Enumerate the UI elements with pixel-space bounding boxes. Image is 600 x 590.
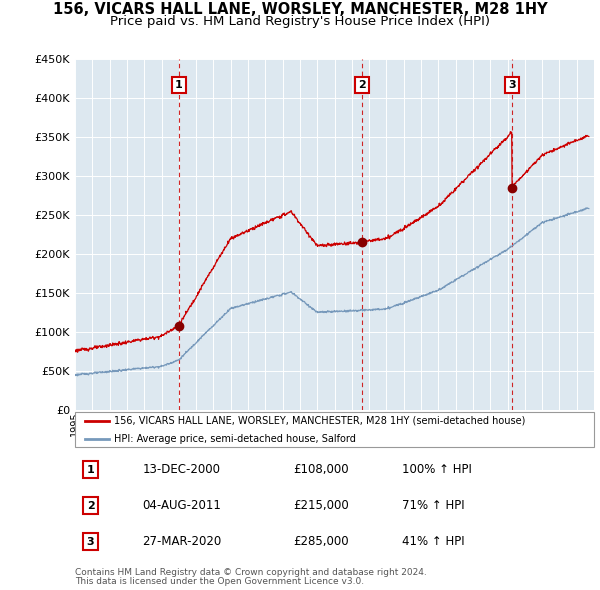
Text: 2: 2 [86,501,94,510]
Text: 1: 1 [175,80,182,90]
Text: 3: 3 [508,80,515,90]
Text: Price paid vs. HM Land Registry's House Price Index (HPI): Price paid vs. HM Land Registry's House … [110,15,490,28]
Text: HPI: Average price, semi-detached house, Salford: HPI: Average price, semi-detached house,… [114,434,356,444]
Text: 41% ↑ HPI: 41% ↑ HPI [402,535,464,548]
Text: £108,000: £108,000 [293,463,349,476]
Text: 156, VICARS HALL LANE, WORSLEY, MANCHESTER, M28 1HY (semi-detached house): 156, VICARS HALL LANE, WORSLEY, MANCHEST… [114,416,526,426]
Text: 04-AUG-2011: 04-AUG-2011 [142,499,221,512]
Text: 156, VICARS HALL LANE, WORSLEY, MANCHESTER, M28 1HY: 156, VICARS HALL LANE, WORSLEY, MANCHEST… [53,2,547,17]
Text: £285,000: £285,000 [293,535,349,548]
Text: This data is licensed under the Open Government Licence v3.0.: This data is licensed under the Open Gov… [75,577,364,586]
Text: £215,000: £215,000 [293,499,349,512]
Text: 27-MAR-2020: 27-MAR-2020 [142,535,222,548]
Text: 71% ↑ HPI: 71% ↑ HPI [402,499,464,512]
Text: 13-DEC-2000: 13-DEC-2000 [142,463,220,476]
Text: 1: 1 [86,465,94,475]
Text: 2: 2 [358,80,366,90]
Text: 3: 3 [87,536,94,546]
Text: Contains HM Land Registry data © Crown copyright and database right 2024.: Contains HM Land Registry data © Crown c… [75,568,427,576]
Text: 100% ↑ HPI: 100% ↑ HPI [402,463,472,476]
